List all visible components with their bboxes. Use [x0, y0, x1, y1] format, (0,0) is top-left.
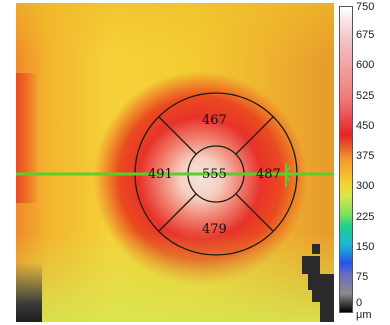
sector-value-superior: 467	[202, 113, 227, 128]
colorbar-unit: μm	[356, 309, 372, 321]
map-region-bottom	[16, 232, 334, 322]
sector-divider-sw	[158, 193, 197, 232]
colorbar-tick: 225	[356, 211, 375, 223]
colorbar-tick: 300	[356, 180, 375, 192]
sector-value-inferior: 479	[202, 222, 227, 237]
colorbar-tick: 150	[356, 241, 375, 253]
sector-divider-nw	[158, 116, 197, 155]
colorbar-tick: 525	[356, 90, 375, 102]
colorbar-tick: 375	[356, 150, 375, 162]
sector-value-center: 555	[202, 167, 227, 182]
retinal-thickness-map[interactable]: 467 491 555 487 479	[16, 3, 334, 322]
sector-value-right: 487	[256, 167, 281, 182]
colorbar-tick: 75	[356, 271, 369, 283]
sector-value-left: 491	[148, 167, 173, 182]
thickness-colorbar	[339, 6, 353, 313]
etdrs-grid-overlay	[16, 92, 334, 256]
colorbar-tick: 750	[356, 1, 375, 13]
colorbar-tick: 600	[356, 59, 375, 71]
map-region-no-data-left	[16, 262, 42, 322]
map-region-no-data-right	[298, 244, 334, 322]
colorbar-tick: 0	[356, 297, 363, 309]
scan-arrow-head	[282, 166, 291, 182]
map-region-top	[16, 3, 334, 58]
sector-divider-ne	[235, 116, 274, 155]
sector-divider-se	[235, 193, 274, 232]
map-region-left-thick	[16, 73, 38, 203]
colorbar-tick: 675	[356, 29, 375, 41]
colorbar-tick: 450	[356, 120, 375, 132]
